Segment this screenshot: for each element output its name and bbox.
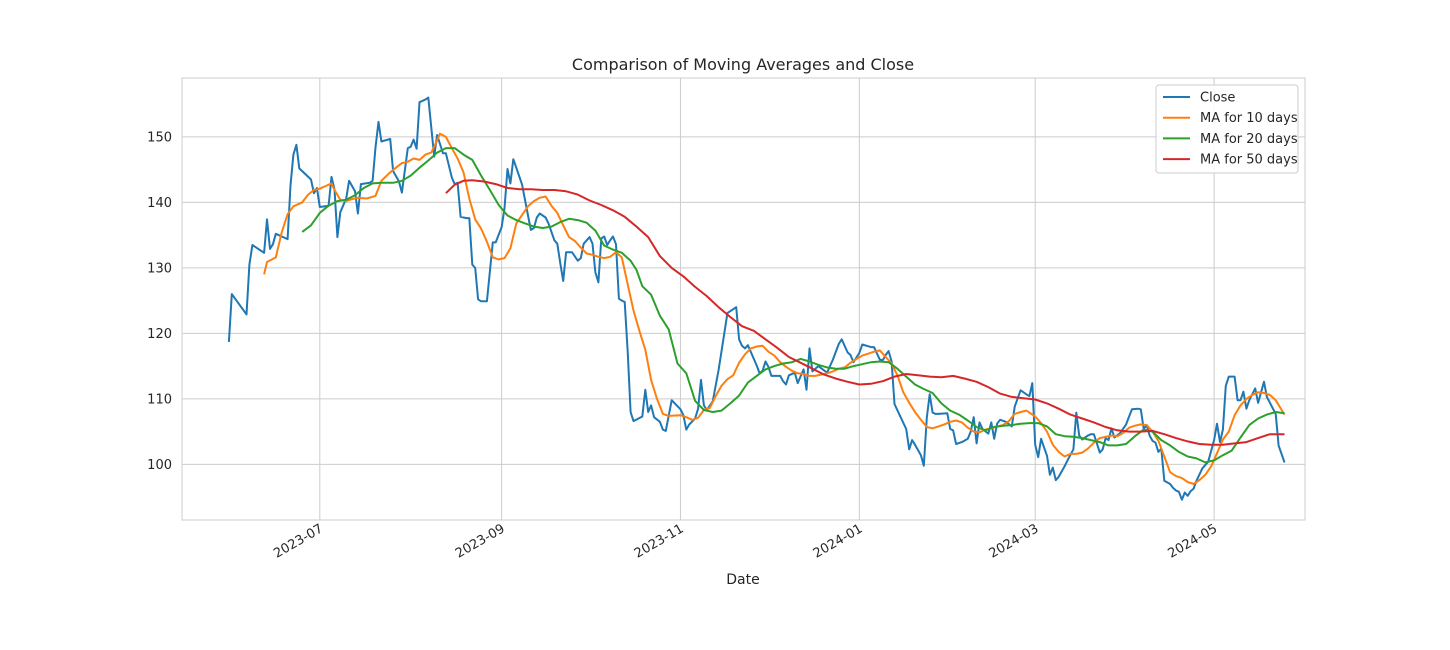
legend: Close MA for 10 days MA for 20 days MA for … [1155,84,1299,174]
plot-frame [181,77,1306,521]
series-lines [227,96,1286,501]
y-tick-label-100: 100 [147,458,172,473]
y-axis-tick-labels: 100 110 120 130 140 150 [147,130,172,472]
y-tick-label-120: 120 [147,327,172,342]
y-tick-label-140: 140 [147,196,172,211]
legend-label-2: MA for 20 days [1200,132,1298,147]
legend-box [1155,84,1299,174]
series-line-3 [445,179,1285,446]
series-line-0 [227,96,1286,501]
legend-label-1: MA for 10 days [1200,111,1298,126]
series-line-2 [301,147,1285,464]
legend-label-3: MA for 50 days [1200,153,1298,168]
legend-label-0: Close [1200,91,1235,106]
y-tick-label-150: 150 [147,130,172,145]
x-axis-label: Date [726,572,759,588]
chart-title: Comparison of Moving Averages and Close [572,55,914,74]
plot-area [182,78,1305,520]
y-tick-label-110: 110 [147,392,172,407]
y-tick-label-130: 130 [147,261,172,276]
series-line-1 [263,132,1286,485]
